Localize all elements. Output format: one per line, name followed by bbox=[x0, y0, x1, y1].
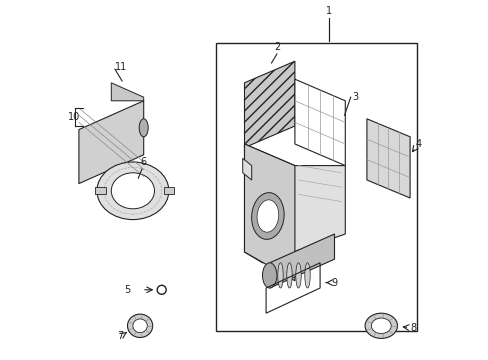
Polygon shape bbox=[294, 79, 345, 166]
Polygon shape bbox=[111, 83, 143, 101]
Ellipse shape bbox=[139, 119, 148, 137]
Ellipse shape bbox=[365, 313, 397, 338]
Text: 7: 7 bbox=[117, 330, 123, 341]
Ellipse shape bbox=[371, 318, 390, 333]
Text: 10: 10 bbox=[68, 112, 80, 122]
Polygon shape bbox=[269, 234, 334, 288]
Text: 2: 2 bbox=[273, 42, 280, 52]
Ellipse shape bbox=[262, 263, 276, 288]
Text: 8: 8 bbox=[409, 323, 415, 333]
Text: 3: 3 bbox=[352, 92, 358, 102]
Ellipse shape bbox=[304, 263, 309, 288]
Text: 6: 6 bbox=[141, 157, 146, 167]
Polygon shape bbox=[79, 101, 143, 184]
Polygon shape bbox=[242, 158, 251, 180]
Polygon shape bbox=[244, 144, 294, 281]
Text: 11: 11 bbox=[115, 62, 127, 72]
Polygon shape bbox=[244, 61, 294, 148]
Ellipse shape bbox=[111, 173, 154, 209]
Ellipse shape bbox=[157, 285, 166, 294]
Ellipse shape bbox=[127, 314, 152, 338]
Text: 1: 1 bbox=[325, 6, 331, 16]
Text: 4: 4 bbox=[415, 139, 421, 149]
Ellipse shape bbox=[277, 263, 283, 288]
Text: 9: 9 bbox=[330, 278, 336, 288]
Bar bbox=[215, 43, 416, 331]
Bar bbox=[95, 187, 106, 194]
Ellipse shape bbox=[257, 200, 278, 232]
Ellipse shape bbox=[251, 193, 284, 239]
Polygon shape bbox=[244, 144, 345, 263]
Ellipse shape bbox=[97, 162, 168, 220]
Ellipse shape bbox=[286, 263, 292, 288]
Bar bbox=[163, 187, 174, 194]
Text: 5: 5 bbox=[124, 285, 130, 295]
Ellipse shape bbox=[295, 263, 301, 288]
Polygon shape bbox=[366, 119, 409, 198]
Ellipse shape bbox=[133, 319, 147, 333]
